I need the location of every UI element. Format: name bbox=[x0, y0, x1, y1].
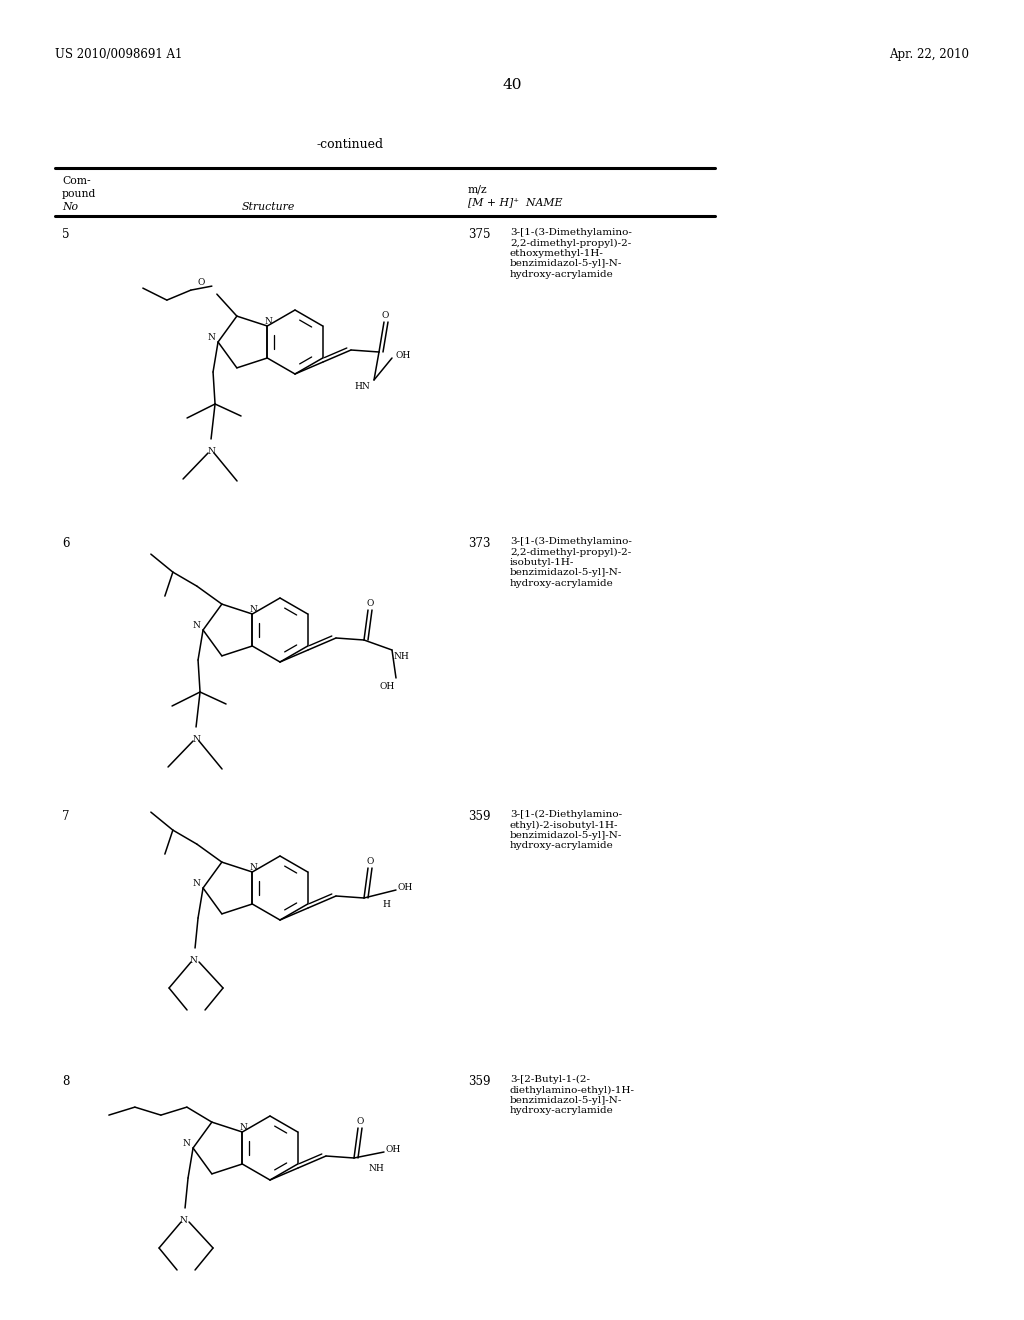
Text: 3-[1-(3-Dimethylamino-
2,2-dimethyl-propyl)-2-
ethoxymethyl-1H-
benzimidazol-5-y: 3-[1-(3-Dimethylamino- 2,2-dimethyl-prop… bbox=[510, 228, 632, 279]
Text: 375: 375 bbox=[468, 228, 490, 242]
Text: N: N bbox=[207, 447, 215, 455]
Text: OH: OH bbox=[395, 351, 411, 359]
Text: 6: 6 bbox=[62, 537, 70, 550]
Text: [M + H]⁺  NAME: [M + H]⁺ NAME bbox=[468, 197, 562, 207]
Text: 3-[1-(3-Dimethylamino-
2,2-dimethyl-propyl)-2-
isobutyl-1H-
benzimidazol-5-yl]-N: 3-[1-(3-Dimethylamino- 2,2-dimethyl-prop… bbox=[510, 537, 632, 587]
Text: NH: NH bbox=[394, 652, 410, 661]
Text: No: No bbox=[62, 202, 78, 213]
Text: 5: 5 bbox=[62, 228, 70, 242]
Text: -continued: -continued bbox=[316, 139, 384, 150]
Text: N: N bbox=[182, 1138, 190, 1147]
Text: 359: 359 bbox=[468, 1074, 490, 1088]
Text: Apr. 22, 2010: Apr. 22, 2010 bbox=[889, 48, 969, 61]
Text: H: H bbox=[382, 900, 390, 909]
Text: 373: 373 bbox=[468, 537, 490, 550]
Text: N: N bbox=[179, 1216, 187, 1225]
Text: 3-[1-(2-Diethylamino-
ethyl)-2-isobutyl-1H-
benzimidazol-5-yl]-N-
hydroxy-acryla: 3-[1-(2-Diethylamino- ethyl)-2-isobutyl-… bbox=[510, 810, 623, 850]
Text: pound: pound bbox=[62, 189, 96, 199]
Text: N: N bbox=[264, 317, 272, 326]
Text: O: O bbox=[356, 1118, 364, 1126]
Text: O: O bbox=[381, 312, 389, 321]
Text: N: N bbox=[189, 956, 197, 965]
Text: N: N bbox=[250, 605, 257, 614]
Text: N: N bbox=[193, 735, 200, 744]
Text: Com-: Com- bbox=[62, 176, 91, 186]
Text: 359: 359 bbox=[468, 810, 490, 822]
Text: OH: OH bbox=[386, 1144, 401, 1154]
Text: N: N bbox=[250, 862, 257, 871]
Text: N: N bbox=[240, 1122, 247, 1131]
Text: N: N bbox=[193, 620, 200, 630]
Text: 7: 7 bbox=[62, 810, 70, 822]
Text: OH: OH bbox=[398, 883, 414, 891]
Text: O: O bbox=[367, 858, 374, 866]
Text: N: N bbox=[207, 333, 215, 342]
Text: US 2010/0098691 A1: US 2010/0098691 A1 bbox=[55, 48, 182, 61]
Text: m/z: m/z bbox=[468, 183, 487, 194]
Text: O: O bbox=[198, 277, 205, 286]
Text: 8: 8 bbox=[62, 1074, 70, 1088]
Text: N: N bbox=[193, 879, 200, 887]
Text: OH: OH bbox=[380, 682, 395, 690]
Text: Structure: Structure bbox=[242, 202, 295, 213]
Text: 40: 40 bbox=[502, 78, 522, 92]
Text: 3-[2-Butyl-1-(2-
diethylamino-ethyl)-1H-
benzimidazol-5-yl]-N-
hydroxy-acrylamid: 3-[2-Butyl-1-(2- diethylamino-ethyl)-1H-… bbox=[510, 1074, 635, 1115]
Text: O: O bbox=[367, 599, 374, 609]
Text: HN: HN bbox=[354, 381, 370, 391]
Text: NH: NH bbox=[368, 1164, 384, 1173]
